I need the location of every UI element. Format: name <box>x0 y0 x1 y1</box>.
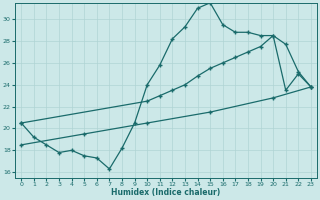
X-axis label: Humidex (Indice chaleur): Humidex (Indice chaleur) <box>111 188 221 197</box>
